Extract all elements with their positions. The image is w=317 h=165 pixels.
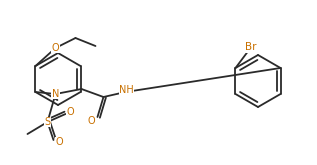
Text: S: S bbox=[44, 117, 50, 127]
Text: NH: NH bbox=[119, 85, 134, 95]
Text: O: O bbox=[56, 137, 63, 147]
Text: N: N bbox=[52, 89, 59, 99]
Text: O: O bbox=[67, 107, 74, 117]
Text: Br: Br bbox=[245, 42, 256, 52]
Text: O: O bbox=[52, 43, 59, 53]
Text: O: O bbox=[88, 116, 95, 126]
